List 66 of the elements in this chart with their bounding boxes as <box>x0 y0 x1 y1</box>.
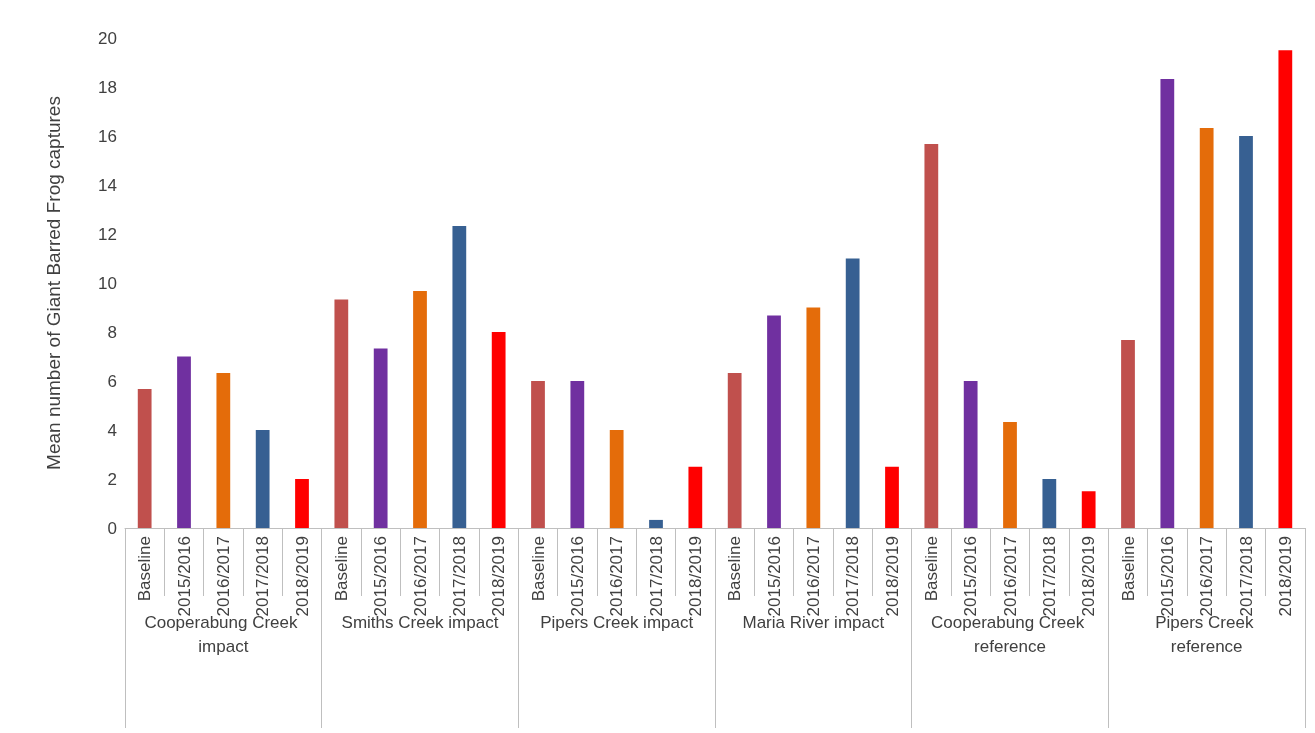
x-tick-label: 2016/2017 <box>607 536 627 617</box>
x-tick-label: 2017/2018 <box>843 536 863 617</box>
x-tick-label: 2018/2019 <box>882 536 902 617</box>
bar <box>216 372 231 528</box>
x-tick-label: 2017/2018 <box>646 536 666 617</box>
x-tick-label: 2018/2019 <box>292 536 312 617</box>
bar <box>570 381 585 528</box>
x-tick-label: Baseline <box>331 536 351 602</box>
bar <box>1081 491 1096 528</box>
bar <box>452 225 467 528</box>
bar <box>649 519 663 528</box>
bar <box>688 466 703 528</box>
x-tick-label: 2018/2019 <box>1275 536 1295 617</box>
y-tick-label: 12 <box>98 224 117 244</box>
bar <box>177 356 191 528</box>
x-tick-label: Baseline <box>135 536 155 602</box>
x-tick-label: 2016/2017 <box>213 536 233 617</box>
bar <box>1121 340 1135 528</box>
bar <box>1160 78 1175 528</box>
x-tick-label: 2016/2017 <box>1000 536 1020 617</box>
y-axis-title: Mean number of Giant Barred Frog captures <box>43 96 64 470</box>
bar <box>845 258 860 528</box>
x-tick-label: 2016/2017 <box>803 536 823 617</box>
bar <box>373 348 388 528</box>
x-tick-label: 2017/2018 <box>253 536 273 617</box>
bar <box>727 372 742 528</box>
y-tick-label: 4 <box>107 420 117 440</box>
x-tick-label: 2016/2017 <box>410 536 430 617</box>
y-tick-label: 16 <box>98 126 117 146</box>
bar <box>924 144 939 528</box>
y-tick-label: 6 <box>107 371 117 391</box>
x-tick-label: 2017/2018 <box>1039 536 1059 617</box>
x-tick-label: Baseline <box>921 536 941 602</box>
y-tick-label: 18 <box>98 77 117 97</box>
bar <box>255 430 270 528</box>
y-tick-label: 20 <box>98 28 117 48</box>
bar <box>609 430 624 528</box>
x-tick-label: Baseline <box>725 536 745 602</box>
bar <box>963 381 978 528</box>
x-tick-label: Baseline <box>1118 536 1138 602</box>
y-tick-label: 8 <box>107 322 117 342</box>
bar <box>885 466 899 528</box>
y-tick-label: 2 <box>107 469 117 489</box>
bar <box>1239 136 1253 528</box>
x-tick-label: Baseline <box>528 536 548 602</box>
x-tick-label: 2017/2018 <box>449 536 469 617</box>
bar <box>491 332 506 528</box>
x-tick-label: 2016/2017 <box>1197 536 1217 617</box>
bar <box>137 389 152 528</box>
bar <box>334 299 349 528</box>
y-tick-label: 10 <box>98 273 117 293</box>
x-tick-label: 2017/2018 <box>1236 536 1256 617</box>
x-tick-label: 2018/2019 <box>489 536 509 617</box>
y-tick-label: 14 <box>98 175 117 195</box>
bar <box>1042 479 1057 528</box>
bar <box>1278 50 1293 528</box>
x-tick-label: 2018/2019 <box>1079 536 1099 617</box>
x-tick-label: 2018/2019 <box>685 536 705 617</box>
bar <box>1199 127 1214 528</box>
y-tick-label: 0 <box>107 518 117 538</box>
bar <box>531 381 545 528</box>
bar <box>1003 421 1017 528</box>
bar <box>806 307 821 528</box>
bar <box>295 479 309 528</box>
bar <box>767 315 781 528</box>
bar <box>413 291 427 528</box>
